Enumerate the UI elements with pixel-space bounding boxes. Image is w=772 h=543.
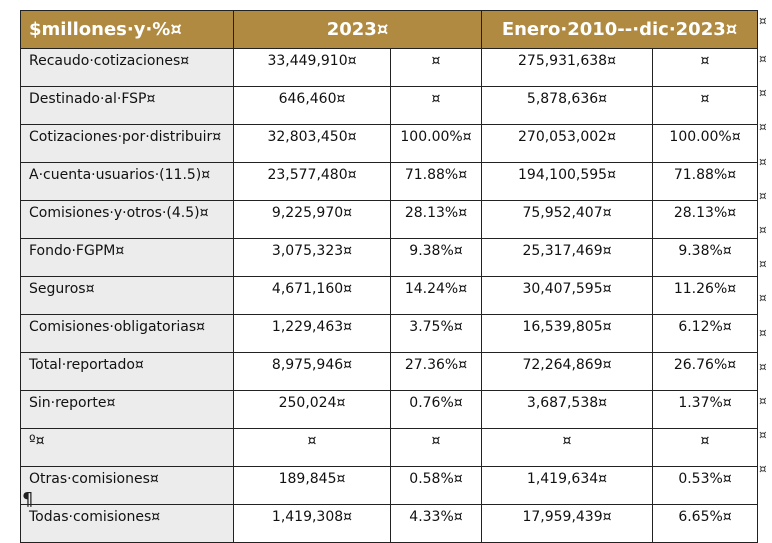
row-label: Seguros¤ [20, 276, 234, 315]
cell-value: ¤ [651, 86, 759, 125]
row-end-mark: ¤ [759, 291, 767, 306]
row-label: Cotizaciones·por·distribuir¤ [20, 124, 234, 163]
cell-value: 72,264,869¤ [481, 352, 653, 391]
cell-value: 28.13%¤ [390, 200, 482, 239]
row-end-mark: ¤ [759, 428, 767, 443]
row-end-mark: ¤ [759, 86, 767, 101]
row-label: Total·reportado¤ [20, 352, 234, 391]
cell-value: 100.00%¤ [390, 124, 482, 163]
cell-value: 1,419,308¤ [233, 504, 391, 543]
row-label: Fondo·FGPM¤ [20, 238, 234, 277]
cell-value: 250,024¤ [233, 390, 391, 429]
cell-value: 9.38%¤ [651, 238, 759, 277]
cell-value: 16,539,805¤ [481, 314, 653, 353]
row-end-mark: ¤ [759, 325, 767, 340]
paragraph-mark: ¶ [22, 489, 34, 510]
row-label: Otras·comisiones¤ [20, 466, 234, 505]
row-end-mark: ¤ [759, 14, 767, 28]
cell-value: 3,075,323¤ [233, 238, 391, 277]
table-row: Otras·comisiones¤ 189,845¤ 0.58%¤ 1,419,634… [20, 466, 759, 505]
cell-value: 4,671,160¤ [233, 276, 391, 315]
cell-value: 14.24%¤ [390, 276, 482, 315]
row-label: Recaudo·cotizaciones¤ [20, 48, 234, 87]
table-row: Cotizaciones·por·distribuir¤ 32,803,450¤ 1… [20, 124, 759, 163]
cell-value: 194,100,595¤ [481, 162, 653, 201]
cell-value: 0.58%¤ [390, 466, 482, 505]
data-table: $millones·y·%¤ 2023¤ Enero·2010--·dic·20… [20, 10, 759, 543]
header-2023: 2023¤ [233, 10, 482, 49]
cell-value: 8,975,946¤ [233, 352, 391, 391]
cell-value: 275,931,638¤ [481, 48, 653, 87]
cell-value: 33,449,910¤ [233, 48, 391, 87]
row-label: Comisiones·obligatorias¤ [20, 314, 234, 353]
cell-value: 646,460¤ [233, 86, 391, 125]
cell-value: 30,407,595¤ [481, 276, 653, 315]
row-label: Todas·comisiones¤ [20, 504, 234, 543]
cell-value: 6.65%¤ [651, 504, 759, 543]
cell-value: 189,845¤ [233, 466, 391, 505]
table-row: Comisiones·obligatorias¤ 1,229,463¤ 3.75%¤… [20, 314, 759, 353]
cell-value: 1,229,463¤ [233, 314, 391, 353]
table-row: Comisiones·y·otros·(4.5)¤ 9,225,970¤ 28.13… [20, 200, 759, 239]
table-row: Total·reportado¤ 8,975,946¤ 27.36%¤ 72,264,… [20, 352, 759, 391]
table-row: Todas·comisiones¤ 1,419,308¤ 4.33%¤ 17,959,… [20, 504, 759, 543]
cell-value: ¤ [390, 428, 482, 467]
cell-value: 6.12%¤ [651, 314, 759, 353]
row-end-mark: ¤ [759, 462, 767, 477]
cell-value: 4.33%¤ [390, 504, 482, 543]
row-label: A·cuenta·usuarios·(11.5)¤ [20, 162, 234, 201]
cell-value: 32,803,450¤ [233, 124, 391, 163]
table-row: Seguros¤ 4,671,160¤ 14.24%¤ 30,407,595¤ 11.2… [20, 276, 759, 315]
cell-value: 9.38%¤ [390, 238, 482, 277]
row-end-mark: ¤ [759, 223, 767, 237]
cell-value: 100.00%¤ [651, 124, 759, 163]
header-units: $millones·y·%¤ [20, 10, 234, 49]
cell-value: 11.26%¤ [651, 276, 759, 315]
row-label: Comisiones·y·otros·(4.5)¤ [20, 200, 234, 239]
table-row: Fondo·FGPM¤ 3,075,323¤ 9.38%¤ 25,317,469¤ 9.… [20, 238, 759, 277]
table-row: Sin·reporte¤ 250,024¤ 0.76%¤ 3,687,538¤ 1.37… [20, 390, 759, 429]
cell-value: 28.13%¤ [651, 200, 759, 239]
row-end-mark: ¤ [759, 359, 767, 374]
cell-value: 25,317,469¤ [481, 238, 653, 277]
cell-value: 3,687,538¤ [481, 390, 653, 429]
row-label: Sin·reporte¤ [20, 390, 234, 429]
cell-value: 0.53%¤ [651, 466, 759, 505]
table-row: Recaudo·cotizaciones¤ 33,449,910¤ ¤ 275,931… [20, 48, 759, 87]
cell-value: ¤ [481, 428, 653, 467]
cell-value: 27.36%¤ [390, 352, 482, 391]
row-label: Destinado·al·FSP¤ [20, 86, 234, 125]
cell-value: 26.76%¤ [651, 352, 759, 391]
cell-value: 0.76%¤ [390, 390, 482, 429]
table-row: º¤ ¤ ¤ ¤ ¤ [20, 428, 759, 467]
cell-value: 71.88%¤ [390, 162, 482, 201]
table-row: Destinado·al·FSP¤ 646,460¤ ¤ 5,878,636¤ ¤ [20, 86, 759, 125]
cell-value: ¤ [651, 48, 759, 87]
cell-value: ¤ [390, 86, 482, 125]
header-period: Enero·2010--·dic·2023¤ [480, 10, 759, 49]
cell-value: 71.88%¤ [651, 162, 759, 201]
row-end-mark: ¤ [759, 120, 767, 135]
cell-value: 17,959,439¤ [481, 504, 653, 543]
row-label: º¤ [20, 428, 234, 467]
header-row: $millones·y·%¤ 2023¤ Enero·2010--·dic·20… [20, 10, 759, 49]
row-end-mark: ¤ [759, 188, 767, 203]
row-end-mark: ¤ [759, 154, 767, 169]
row-end-mark: ¤ [759, 394, 767, 408]
row-end-mark: ¤ [759, 52, 767, 66]
cell-value: 270,053,002¤ [481, 124, 653, 163]
cell-value: 9,225,970¤ [233, 200, 391, 239]
row-end-mark: ¤ [759, 257, 767, 272]
cell-value: ¤ [390, 48, 482, 87]
cell-value: 1.37%¤ [651, 390, 759, 429]
cell-value: 23,577,480¤ [233, 162, 391, 201]
cell-value: 1,419,634¤ [481, 466, 653, 505]
cell-value: 5,878,636¤ [481, 86, 653, 125]
cell-value: 75,952,407¤ [481, 200, 653, 239]
cell-value: ¤ [233, 428, 391, 467]
table-row: A·cuenta·usuarios·(11.5)¤ 23,577,480¤ 71.8… [20, 162, 759, 201]
cell-value: ¤ [651, 428, 759, 467]
cell-value: 3.75%¤ [390, 314, 482, 353]
